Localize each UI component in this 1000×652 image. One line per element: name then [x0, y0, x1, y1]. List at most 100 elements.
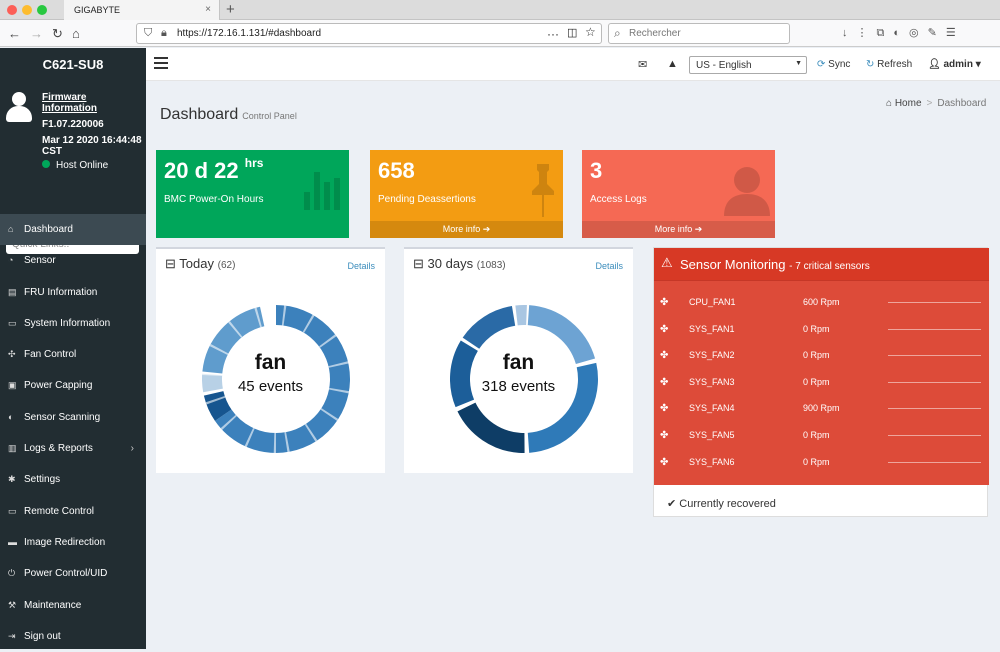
- chevron-right-icon: ›: [130, 443, 134, 455]
- pending-deassertions-more-info-link[interactable]: More info ➔: [370, 221, 563, 238]
- sidebar-item-system-information[interactable]: ▭ System Information: [0, 308, 146, 339]
- sensor-level-bar: [888, 435, 981, 436]
- user-menu[interactable]: 👤︎ admin ▾: [928, 59, 981, 70]
- thirty-day-donut-events: 318 events: [481, 378, 556, 395]
- zoom-window-button[interactable]: [37, 5, 47, 15]
- breadcrumb-separator: >: [926, 98, 933, 109]
- home-button[interactable]: ⌂: [72, 26, 80, 41]
- sidebar-item-maintenance[interactable]: ⚒ Maintenance: [0, 590, 146, 621]
- hamburger-menu-icon[interactable]: [154, 57, 168, 72]
- recovered-status: ✔ Currently recovered: [667, 497, 776, 510]
- sidebar-item-logs-reports[interactable]: ▥ Logs & Reports ›: [0, 433, 146, 464]
- today-panel-header: ⊟ Today (62): [165, 256, 235, 272]
- sensor-value: 0 Rpm: [803, 350, 830, 361]
- sidebar-item-sensor[interactable]: ◔ Sensor: [0, 245, 146, 276]
- sidebar-item-fru-information[interactable]: ▤ FRU Information: [0, 277, 146, 308]
- sidebar-item-label: Sensor: [24, 255, 56, 267]
- sensor-name: SYS_FAN1: [689, 323, 735, 334]
- sidebar-item-power-control-uid[interactable]: ⏻ Power Control/UID: [0, 558, 146, 589]
- sidebar-item-label: FRU Information: [24, 286, 98, 298]
- bookmark-star-icon[interactable]: ☆: [585, 25, 596, 39]
- language-select[interactable]: US - English ▼: [689, 56, 807, 74]
- sidebar-item-label: Sensor Scanning: [24, 411, 101, 423]
- sensor-row: ✤ SYS_FAN1 0 Rpm: [654, 324, 989, 351]
- page-actions-icon[interactable]: ···: [547, 27, 559, 41]
- status-dot-icon: [42, 160, 50, 168]
- thirty-day-donut-label: fan: [502, 351, 535, 374]
- today-donut-label: fan: [254, 351, 287, 374]
- sidebar-item-remote-control[interactable]: ▭ Remote Control: [0, 496, 146, 527]
- browser-tab[interactable]: GIGABYTE ×: [64, 0, 220, 20]
- refresh-label: Refresh: [877, 59, 913, 70]
- firmware-version: F1.07.220006: [42, 119, 104, 130]
- sensor-name: SYS_FAN4: [689, 403, 735, 414]
- power-on-hours-value: 20 d 22 hrs: [164, 156, 263, 184]
- tachometer-icon: ◔: [8, 255, 14, 266]
- sidebar-item-image-redirection[interactable]: ▬ Image Redirection: [0, 527, 146, 558]
- access-logs-box: 3 Access Logs More info ➔: [582, 150, 775, 238]
- hdd-icon: ⊟: [165, 256, 176, 271]
- today-details-link[interactable]: Details: [347, 261, 375, 271]
- bar-chart-icon: [304, 172, 340, 210]
- sidebar-item-sensor-scanning[interactable]: ◐ Sensor Scanning: [0, 402, 146, 433]
- sidebar-item-sign-out[interactable]: ⇥ Sign out: [0, 621, 146, 652]
- chart-icon: ▥: [8, 443, 17, 454]
- pending-deassertions-label: Pending Deassertions: [378, 194, 476, 205]
- sensor-monitoring-body: ⚠ Sensor Monitoring - 7 critical sensors…: [654, 248, 989, 485]
- breadcrumb-home-link[interactable]: Home: [894, 98, 922, 109]
- fan-icon: ✤: [660, 403, 669, 415]
- sync-button[interactable]: ⟳ Sync: [817, 59, 850, 70]
- refresh-button[interactable]: ↻ Refresh: [866, 59, 912, 70]
- check-circle-icon: ✔: [667, 498, 677, 510]
- forward-button[interactable]: →: [30, 26, 43, 41]
- minimize-window-button[interactable]: [22, 5, 32, 15]
- caret-down-icon: ▼: [795, 60, 802, 67]
- today-panel-title: Today: [179, 256, 214, 271]
- firmware-info-link[interactable]: Firmware Information: [42, 92, 97, 114]
- page-title-text: Dashboard: [160, 106, 239, 123]
- sensor-value: 0 Rpm: [803, 323, 830, 334]
- sidebar-item-fan-control[interactable]: ✣ Fan Control: [0, 339, 146, 370]
- address-bar[interactable]: ⛉ 🔒︎ https://172.16.1.131/#dashboard ···…: [136, 23, 602, 44]
- back-button[interactable]: ←: [8, 26, 21, 41]
- pending-deassertions-box: 658 Pending Deassertions More info ➔: [370, 150, 563, 238]
- pocket-icon[interactable]: ◫: [567, 27, 578, 39]
- thirty-day-details-link[interactable]: Details: [595, 261, 623, 271]
- sidebar-item-settings[interactable]: ✱ Settings: [0, 464, 146, 495]
- thirty-day-panel-count: (1083): [476, 260, 506, 271]
- sync-icon: ⟳: [817, 59, 826, 70]
- home-icon: ⌂: [8, 224, 14, 234]
- battery-icon: ▣: [8, 380, 17, 391]
- sensor-value: 600 Rpm: [803, 297, 840, 307]
- thirty-day-panel-header: ⊟ 30 days (1083): [413, 256, 506, 272]
- sensor-row: ✤ SYS_FAN3 0 Rpm: [654, 377, 989, 404]
- close-tab-icon[interactable]: ×: [205, 4, 211, 15]
- sidebar-item-label: Image Redirection: [24, 536, 106, 548]
- sidebar-item-label: System Information: [24, 317, 111, 329]
- access-logs-more-info-link[interactable]: More info ➔: [582, 221, 775, 238]
- fan-icon: ✤: [660, 456, 669, 468]
- new-tab-button[interactable]: +: [226, 1, 235, 18]
- sensor-monitoring-panel: ⚠ Sensor Monitoring - 7 critical sensors…: [653, 247, 989, 517]
- reload-button[interactable]: ↻: [52, 26, 63, 41]
- fan-icon: ✤: [660, 376, 669, 388]
- envelope-icon[interactable]: ✉: [638, 59, 648, 71]
- thirty-day-panel-title: 30 days: [427, 256, 474, 271]
- wrench-icon: ⚒: [8, 599, 17, 610]
- access-logs-value: 3: [590, 158, 603, 183]
- warning-icon[interactable]: ▲: [667, 58, 678, 70]
- sidebar-item-label: Remote Control: [24, 505, 95, 517]
- browser-extension-icons[interactable]: ↓⋮⧉◐◎✎☰: [842, 27, 965, 39]
- browser-search-field[interactable]: ⌕ Rechercher: [608, 23, 790, 44]
- sidebar-item-power-capping[interactable]: ▣ Power Capping: [0, 370, 146, 401]
- language-value: US - English: [696, 60, 752, 71]
- browser-toolbar: ← → ↻ ⌂ ⛉ 🔒︎ https://172.16.1.131/#dashb…: [0, 20, 1000, 47]
- sidebar-item-label: Fan Control: [24, 349, 77, 361]
- url-text: https://172.16.1.131/#dashboard: [177, 28, 322, 39]
- sidebar-item-label: Logs & Reports: [24, 443, 93, 455]
- sidebar-item-dashboard[interactable]: ⌂ Dashboard: [0, 214, 146, 246]
- sidebar: C621-SU8 Firmware Information F1.07.2200…: [0, 48, 146, 649]
- page-title: Dashboard Control Panel: [160, 106, 297, 124]
- hdd-icon: ⊟: [413, 256, 424, 271]
- close-window-button[interactable]: [7, 5, 17, 15]
